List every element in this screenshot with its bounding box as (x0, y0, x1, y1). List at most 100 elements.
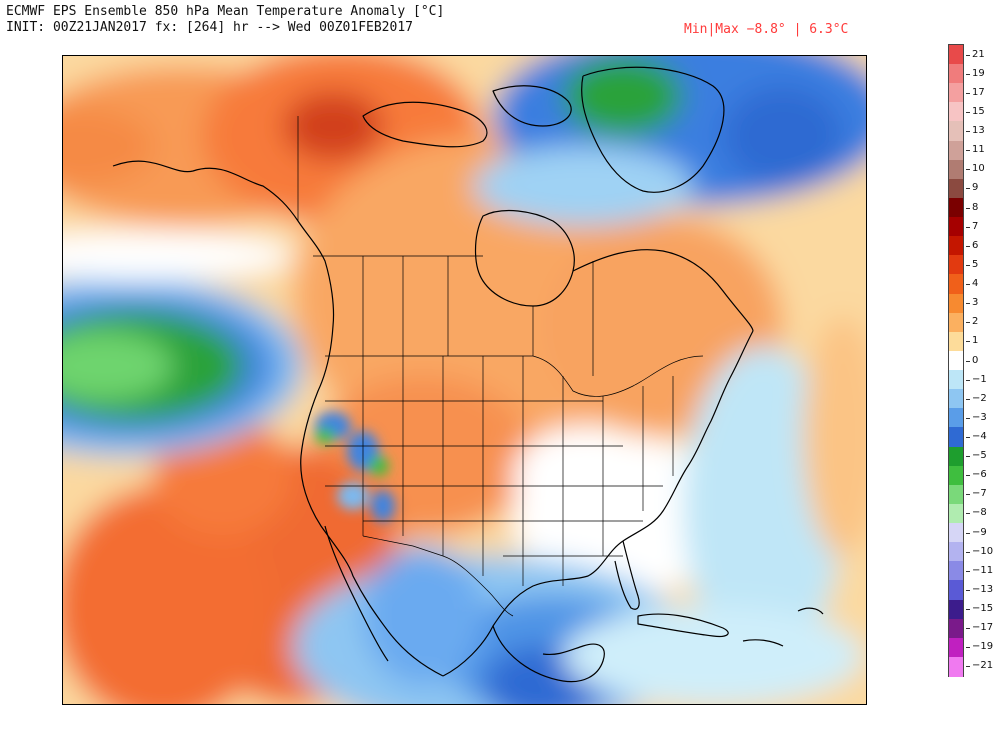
colorbar-cell (949, 255, 963, 276)
colorbar-cell (949, 599, 963, 620)
colorbar-tick (966, 532, 970, 534)
colorbar-tick (966, 322, 970, 324)
colorbar-tick (966, 303, 970, 305)
colorbar-cell (949, 178, 963, 199)
colorbar-tick (966, 589, 970, 591)
colorbar-label: 3 (972, 297, 979, 309)
colorbar-cell (949, 121, 963, 142)
colorbar-tick (966, 628, 970, 630)
colorbar-tick (966, 609, 970, 611)
colorbar-cell (949, 350, 963, 371)
colorbar-tick (966, 360, 970, 362)
colorbar-cell (949, 140, 963, 161)
colorbar-cell (949, 274, 963, 295)
colorbar-cell (949, 83, 963, 104)
colorbar-cell (949, 64, 963, 85)
colorbar-tick (966, 111, 970, 113)
colorbar-label: −21 (972, 660, 994, 672)
colorbar-tick (966, 513, 970, 515)
colorbar-tick (966, 570, 970, 572)
colorbar-label: −17 (972, 622, 994, 634)
colorbar-label: −10 (972, 545, 994, 557)
colorbar-tick (966, 150, 970, 152)
colorbar-tick (966, 54, 970, 56)
colorbar-tick (966, 398, 970, 400)
colorbar-tick (966, 188, 970, 190)
colorbar-tick (966, 647, 970, 649)
colorbar-label: 7 (972, 220, 979, 232)
colorbar-label: −13 (972, 583, 994, 595)
colorbar-label: 4 (972, 278, 979, 289)
colorbar-cell (949, 217, 963, 238)
coastlines (112, 66, 824, 683)
colorbar-label: −7 (972, 488, 987, 500)
colorbar-cell (949, 523, 963, 544)
colorbar-cell (949, 465, 963, 486)
colorbar-label: 10 (972, 163, 985, 175)
colorbar-cell (949, 561, 963, 582)
colorbar-cell (949, 370, 963, 391)
colorbar-tick (966, 666, 970, 668)
colorbar-label: 5 (972, 258, 979, 270)
colorbar-cell (949, 618, 963, 639)
colorbar-cell (949, 236, 963, 257)
colorbar-tick (966, 73, 970, 75)
colorbar-tick (966, 379, 970, 381)
colorbar-cell (949, 580, 963, 601)
colorbar-label: 1 (972, 335, 979, 347)
colorbar-cell (949, 197, 963, 218)
colorbar-label: 17 (972, 86, 985, 98)
colorbar-label: 11 (972, 144, 985, 156)
anomaly-map (62, 55, 867, 705)
colorbar-label: 0 (972, 354, 979, 366)
political-boundaries (297, 116, 704, 617)
colorbar-label: −3 (972, 411, 987, 423)
colorbar-label: 19 (972, 67, 985, 79)
colorbar-tick (966, 264, 970, 266)
colorbar-cell (949, 484, 963, 505)
colorbar-cell (949, 293, 963, 314)
colorbar-label: 2 (972, 316, 979, 328)
colorbar-cell (949, 542, 963, 563)
colorbar-label: −8 (972, 507, 987, 519)
colorbar-tick (966, 131, 970, 133)
colorbar-cell (949, 637, 963, 658)
colorbar-label: 6 (972, 239, 979, 251)
colorbar (948, 44, 964, 677)
colorbar-tick (966, 169, 970, 171)
colorbar-label: 21 (972, 48, 985, 60)
colorbar-cell (949, 503, 963, 524)
colorbar-tick (966, 341, 970, 343)
min-max-readout: Min|Max −8.8° | 6.3°C (684, 22, 849, 37)
map-title: ECMWF EPS Ensemble 850 hPa Mean Temperat… (6, 4, 445, 19)
anomaly-field (63, 56, 866, 704)
colorbar-tick (966, 284, 970, 285)
colorbar-tick (966, 456, 970, 458)
colorbar-cell (949, 408, 963, 429)
colorbar-label: −15 (972, 603, 994, 615)
colorbar-label: −19 (972, 641, 994, 653)
colorbar-tick (966, 475, 970, 477)
colorbar-label: −9 (972, 526, 987, 538)
colorbar-cell (949, 427, 963, 448)
colorbar-label: 9 (972, 182, 979, 194)
colorbar-cell (949, 331, 963, 352)
colorbar-label: −11 (972, 564, 994, 576)
colorbar-cell (949, 312, 963, 333)
colorbar-tick (966, 245, 970, 247)
colorbar-label: −5 (972, 450, 987, 462)
colorbar-label: −4 (972, 430, 987, 442)
init-forecast-line: INIT: 00Z21JAN2017 fx: [264] hr --> Wed … (6, 20, 413, 35)
colorbar-tick (966, 92, 970, 94)
colorbar-tick (966, 417, 970, 419)
colorbar-cell (949, 446, 963, 467)
colorbar-label: 13 (972, 125, 985, 137)
colorbar-tick (966, 226, 970, 228)
colorbar-label: −2 (972, 392, 987, 404)
colorbar-cell (949, 389, 963, 410)
colorbar-cell (949, 102, 963, 123)
colorbar-cell (949, 656, 963, 677)
colorbar-label: 15 (972, 105, 985, 117)
colorbar-tick (966, 436, 970, 438)
colorbar-tick (966, 494, 970, 496)
